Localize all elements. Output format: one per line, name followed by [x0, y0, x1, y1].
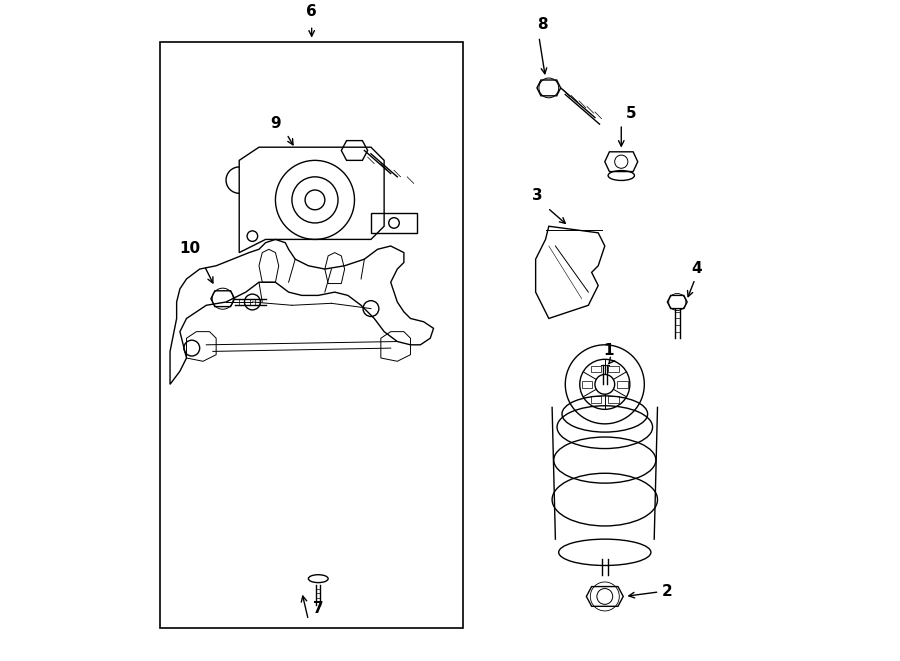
Bar	[160, 42, 464, 628]
Text: 5: 5	[626, 106, 636, 121]
Text: 2: 2	[662, 584, 673, 600]
Text: 7: 7	[313, 602, 324, 616]
Text: 9: 9	[270, 116, 281, 131]
Text: 1: 1	[603, 343, 613, 358]
Text: 8: 8	[537, 17, 547, 32]
Text: 6: 6	[306, 4, 317, 19]
Text: 4: 4	[692, 260, 702, 276]
Text: 3: 3	[532, 188, 543, 203]
Text: 10: 10	[179, 241, 201, 256]
